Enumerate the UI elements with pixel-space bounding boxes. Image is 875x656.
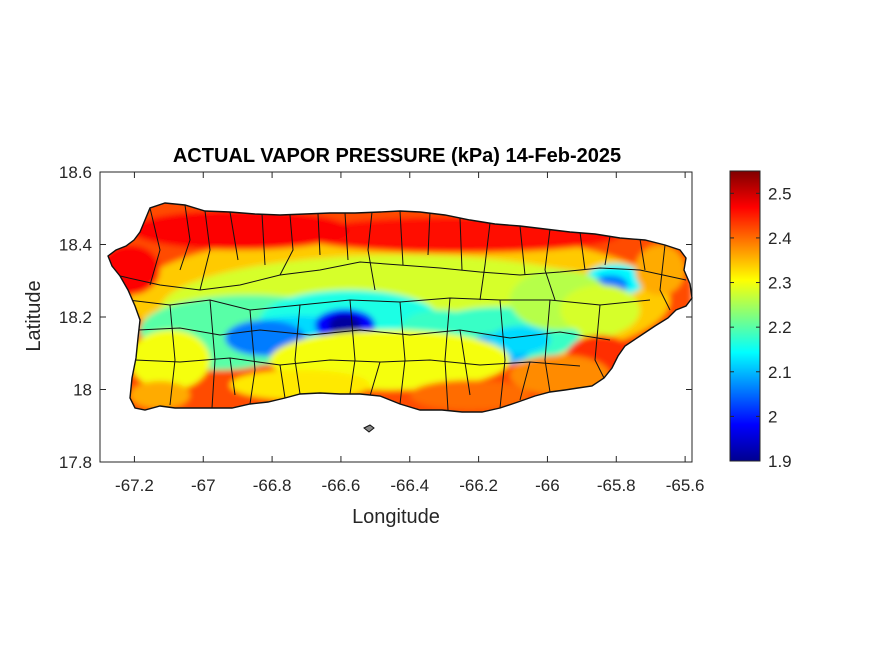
municipal-boundary [249, 309, 256, 405]
y-tick-label: 18.6 [59, 163, 92, 182]
municipal-boundary [579, 231, 586, 271]
municipal-boundary [279, 214, 294, 276]
municipal-boundaries [119, 204, 687, 411]
y-axis-label: Latitude [23, 280, 45, 351]
x-tick-label: -66.2 [459, 476, 498, 495]
y-tick-label: 18.4 [59, 236, 92, 255]
x-tick-label: -65.6 [666, 476, 705, 495]
x-tick-label: -66.8 [253, 476, 292, 495]
x-tick-label: -67 [191, 476, 216, 495]
municipal-boundary [317, 213, 321, 256]
municipal-boundary [444, 297, 451, 411]
coastline-outline [107, 202, 693, 413]
municipal-boundary [594, 304, 606, 381]
municipal-boundary [279, 364, 286, 399]
colorbar-tick-label: 2.3 [768, 274, 792, 293]
municipal-boundary [519, 225, 526, 276]
field-contour [510, 355, 610, 395]
x-axis: -67.2 -67 -66.8 -66.6 -66.4 -66.2 -66 -65.8 -65.… [115, 172, 704, 495]
municipal-boundary [349, 299, 356, 395]
municipal-boundary [519, 361, 531, 401]
municipal-boundary [499, 299, 506, 409]
municipal-boundary [399, 301, 406, 405]
municipal-boundary [209, 299, 216, 409]
colorbar [729, 170, 761, 462]
colorbar-tick-label: 1.9 [768, 452, 792, 471]
municipal-boundary [639, 238, 646, 271]
colorbar-tick-label: 2.4 [768, 229, 792, 248]
vapor-pressure-field [108, 203, 692, 412]
municipal-boundary [459, 329, 471, 396]
municipal-boundary [659, 244, 671, 311]
colorbar-tick-label: 2 [768, 407, 777, 426]
caja-de-muerto-islet [363, 424, 375, 433]
x-tick-label: -66 [535, 476, 560, 495]
field-contour [490, 326, 550, 354]
municipal-boundary [261, 213, 266, 266]
x-tick-label: -65.8 [597, 476, 636, 495]
municipal-boundary [369, 361, 381, 397]
municipal-boundary [169, 304, 176, 406]
municipal-boundary [294, 304, 301, 395]
municipal-boundary [604, 235, 611, 266]
y-tick-label: 18.2 [59, 308, 92, 327]
y-tick-label: 17.8 [59, 453, 92, 472]
municipal-boundary [199, 210, 211, 291]
y-tick-label: 18 [73, 381, 92, 400]
field-contour [230, 370, 370, 400]
field-contour [130, 210, 350, 250]
municipal-boundary [127, 297, 651, 311]
municipal-boundary [229, 211, 239, 261]
field-contour [130, 381, 190, 409]
municipal-boundary [119, 261, 687, 291]
x-tick-label: -67.2 [115, 476, 154, 495]
municipal-boundary [179, 204, 191, 271]
colorbar-tick-label: 2.5 [768, 184, 792, 203]
municipal-boundary [399, 210, 404, 266]
municipal-boundary [344, 212, 349, 261]
municipal-boundary [544, 228, 556, 301]
colorbar-tick-label: 2.1 [768, 363, 792, 382]
municipal-boundary [427, 211, 431, 256]
x-tick-label: -66.6 [322, 476, 361, 495]
municipal-boundary [479, 222, 491, 301]
field-contour [635, 245, 685, 295]
municipal-boundary [137, 327, 611, 341]
x-axis-label: Longitude [352, 506, 440, 528]
municipal-boundary [544, 299, 551, 393]
y-axis: 18.6 18.4 18.2 18 17.8 [59, 163, 692, 472]
chart-title: ACTUAL VAPOR PRESSURE (kPa) 14-Feb-2025 [173, 145, 621, 167]
municipal-boundary [229, 357, 236, 396]
municipal-boundary [149, 207, 161, 286]
municipal-boundary [367, 211, 376, 291]
municipal-boundary [459, 217, 463, 271]
x-tick-label: -66.4 [390, 476, 429, 495]
field-contour [130, 330, 210, 390]
colorbar-tick-label: 2.2 [768, 318, 792, 337]
colorbar-ticks: 2.5 2.4 2.3 2.2 2.1 2 1.9 [730, 184, 792, 471]
